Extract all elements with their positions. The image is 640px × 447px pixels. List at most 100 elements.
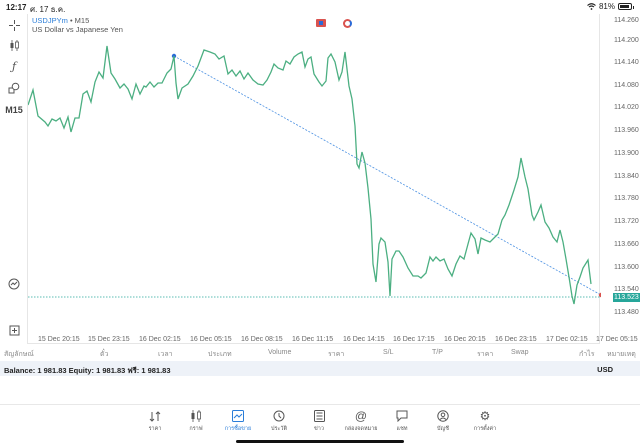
price-chart[interactable]: USDJPYm • M15 US Dollar vs Japanese Yen xyxy=(27,14,601,344)
price-axis[interactable]: 114.260 114.200 114.140 114.080 114.020 … xyxy=(600,14,640,344)
tab-label: ประวัติ xyxy=(270,426,288,432)
x-tick: 17 Dec 05:15 xyxy=(596,336,638,343)
status-bar: 12:17 ศ. 17 ธ.ค. 81% xyxy=(0,0,640,14)
y-tick: 114.140 xyxy=(614,59,639,66)
y-tick: 114.020 xyxy=(614,104,639,111)
status-right: 81% xyxy=(587,2,634,11)
x-tick: 16 Dec 02:15 xyxy=(139,336,181,343)
trade-icon xyxy=(218,409,258,423)
y-tick: 114.200 xyxy=(614,37,639,44)
history-icon xyxy=(259,409,299,423)
column-header[interactable]: ราคา xyxy=(477,351,494,358)
home-indicator[interactable] xyxy=(236,440,404,443)
tab-account[interactable]: บัญชี xyxy=(423,409,463,433)
tab-label: การตั้งค่า xyxy=(473,426,497,432)
mailbox-icon: @ xyxy=(354,409,368,423)
objects-icon[interactable] xyxy=(6,80,22,96)
tab-chat[interactable]: แชท xyxy=(382,409,422,433)
chart-candles-icon xyxy=(176,409,216,423)
x-tick: 16 Dec 05:15 xyxy=(190,336,232,343)
y-tick: 114.260 xyxy=(614,17,639,24)
chart-separator: • xyxy=(69,16,73,25)
y-tick: 114.080 xyxy=(614,82,639,89)
indicators-icon[interactable]: ƒ xyxy=(11,59,17,73)
column-header[interactable]: Volume xyxy=(268,349,292,356)
y-tick: 113.540 xyxy=(614,286,639,293)
tab-label: ราคา xyxy=(148,426,162,432)
tab-chart[interactable]: กราฟ xyxy=(176,409,216,433)
x-tick: 16 Dec 14:15 xyxy=(343,336,385,343)
account-summary: Balance: 1 981.83 Equity: 1 981.83 ฟรี: … xyxy=(4,366,171,375)
column-header[interactable]: ประเภท xyxy=(208,351,232,358)
trade-chart-icon[interactable] xyxy=(6,276,22,292)
market-depth-icon[interactable] xyxy=(343,19,352,28)
tab-settings[interactable]: ⚙ การตั้งค่า xyxy=(465,409,505,433)
tab-quotes[interactable]: ราคา xyxy=(135,409,175,433)
news-icon xyxy=(299,409,339,423)
x-tick: 15 Dec 20:15 xyxy=(38,336,80,343)
x-tick: 16 Dec 23:15 xyxy=(495,336,537,343)
tab-label: กล่องจดหมาย xyxy=(344,426,378,432)
quotes-icon xyxy=(135,409,175,423)
tab-label: ข่าว xyxy=(314,426,324,432)
battery-icon xyxy=(618,3,634,10)
x-tick: 16 Dec 08:15 xyxy=(241,336,283,343)
x-tick: 16 Dec 17:15 xyxy=(393,336,435,343)
one-click-trading-icon[interactable] xyxy=(316,19,326,27)
tab-label: การซื้อขาย xyxy=(224,426,252,432)
x-tick: 16 Dec 20:15 xyxy=(444,336,486,343)
settings-icon: ⚙ xyxy=(479,409,491,423)
positions-table-header: สัญลักษณ์ ตั๋ว เวลา ประเภท Volume ราคา S… xyxy=(0,346,640,360)
chart-symbol: USDJPYm xyxy=(32,16,68,25)
chat-icon xyxy=(382,409,422,423)
y-tick: 113.600 xyxy=(614,264,639,271)
account-currency: USD xyxy=(597,365,613,374)
crosshair-icon[interactable] xyxy=(6,17,22,33)
column-header[interactable]: ตั๋ว xyxy=(100,351,109,358)
column-header[interactable]: T/P xyxy=(432,349,443,356)
time-axis[interactable]: 15 Dec 20:15 15 Dec 23:15 16 Dec 02:15 1… xyxy=(27,334,640,346)
chart-description: US Dollar vs Japanese Yen xyxy=(32,25,123,34)
column-header[interactable]: เวลา xyxy=(158,351,173,358)
tab-label: บัญชี xyxy=(437,426,449,432)
y-tick: 113.660 xyxy=(614,241,639,248)
column-header[interactable]: ราคา xyxy=(328,351,345,358)
account-summary-bar: Balance: 1 981.83 Equity: 1 981.83 ฟรี: … xyxy=(0,361,640,376)
wifi-icon xyxy=(587,3,596,10)
y-tick: 113.960 xyxy=(614,127,639,134)
tab-label: กราฟ xyxy=(189,426,203,432)
price-line-plot xyxy=(28,45,601,305)
bottom-tab-bar: ราคา กราฟ การซื้อขาย ประวัติ ข่าว @ กล่อ… xyxy=(0,404,640,447)
timeframe-button[interactable]: M15 xyxy=(5,105,23,115)
left-toolbar: ƒ M15 xyxy=(0,14,27,344)
tab-mailbox[interactable]: @ กล่องจดหมาย xyxy=(341,409,381,433)
chart-top-icons xyxy=(316,19,352,28)
status-time: 12:17 xyxy=(6,3,27,12)
column-header[interactable]: หมายเหตุ xyxy=(607,351,636,358)
chart-title: USDJPYm • M15 US Dollar vs Japanese Yen xyxy=(32,16,123,34)
y-tick: 113.480 xyxy=(614,309,639,316)
y-tick: 113.900 xyxy=(614,150,639,157)
tab-history[interactable]: ประวัติ xyxy=(259,409,299,433)
y-tick: 113.780 xyxy=(614,195,639,202)
x-tick: 17 Dec 02:15 xyxy=(546,336,588,343)
x-tick: 15 Dec 23:15 xyxy=(88,336,130,343)
column-header[interactable]: Swap xyxy=(511,349,529,356)
column-header[interactable]: สัญลักษณ์ xyxy=(4,351,34,358)
column-header[interactable]: S/L xyxy=(383,349,394,356)
tab-trade[interactable]: การซื้อขาย xyxy=(218,409,258,433)
current-price-badge: 113.523 xyxy=(613,293,640,302)
chart-timeframe: M15 xyxy=(74,16,90,25)
new-order-icon[interactable] xyxy=(6,322,22,338)
candles-icon[interactable] xyxy=(6,37,22,53)
tab-news[interactable]: ข่าว xyxy=(299,409,339,433)
account-icon xyxy=(423,409,463,423)
y-tick: 113.720 xyxy=(614,218,639,225)
tab-label: แชท xyxy=(396,426,408,432)
status-date: ศ. 17 ธ.ค. xyxy=(30,5,66,14)
y-tick: 113.840 xyxy=(614,173,639,180)
x-tick: 16 Dec 11:15 xyxy=(292,336,334,343)
battery-percent: 81% xyxy=(598,2,615,11)
column-header[interactable]: กำไร xyxy=(579,351,595,358)
trendline-end-handle xyxy=(598,292,601,298)
